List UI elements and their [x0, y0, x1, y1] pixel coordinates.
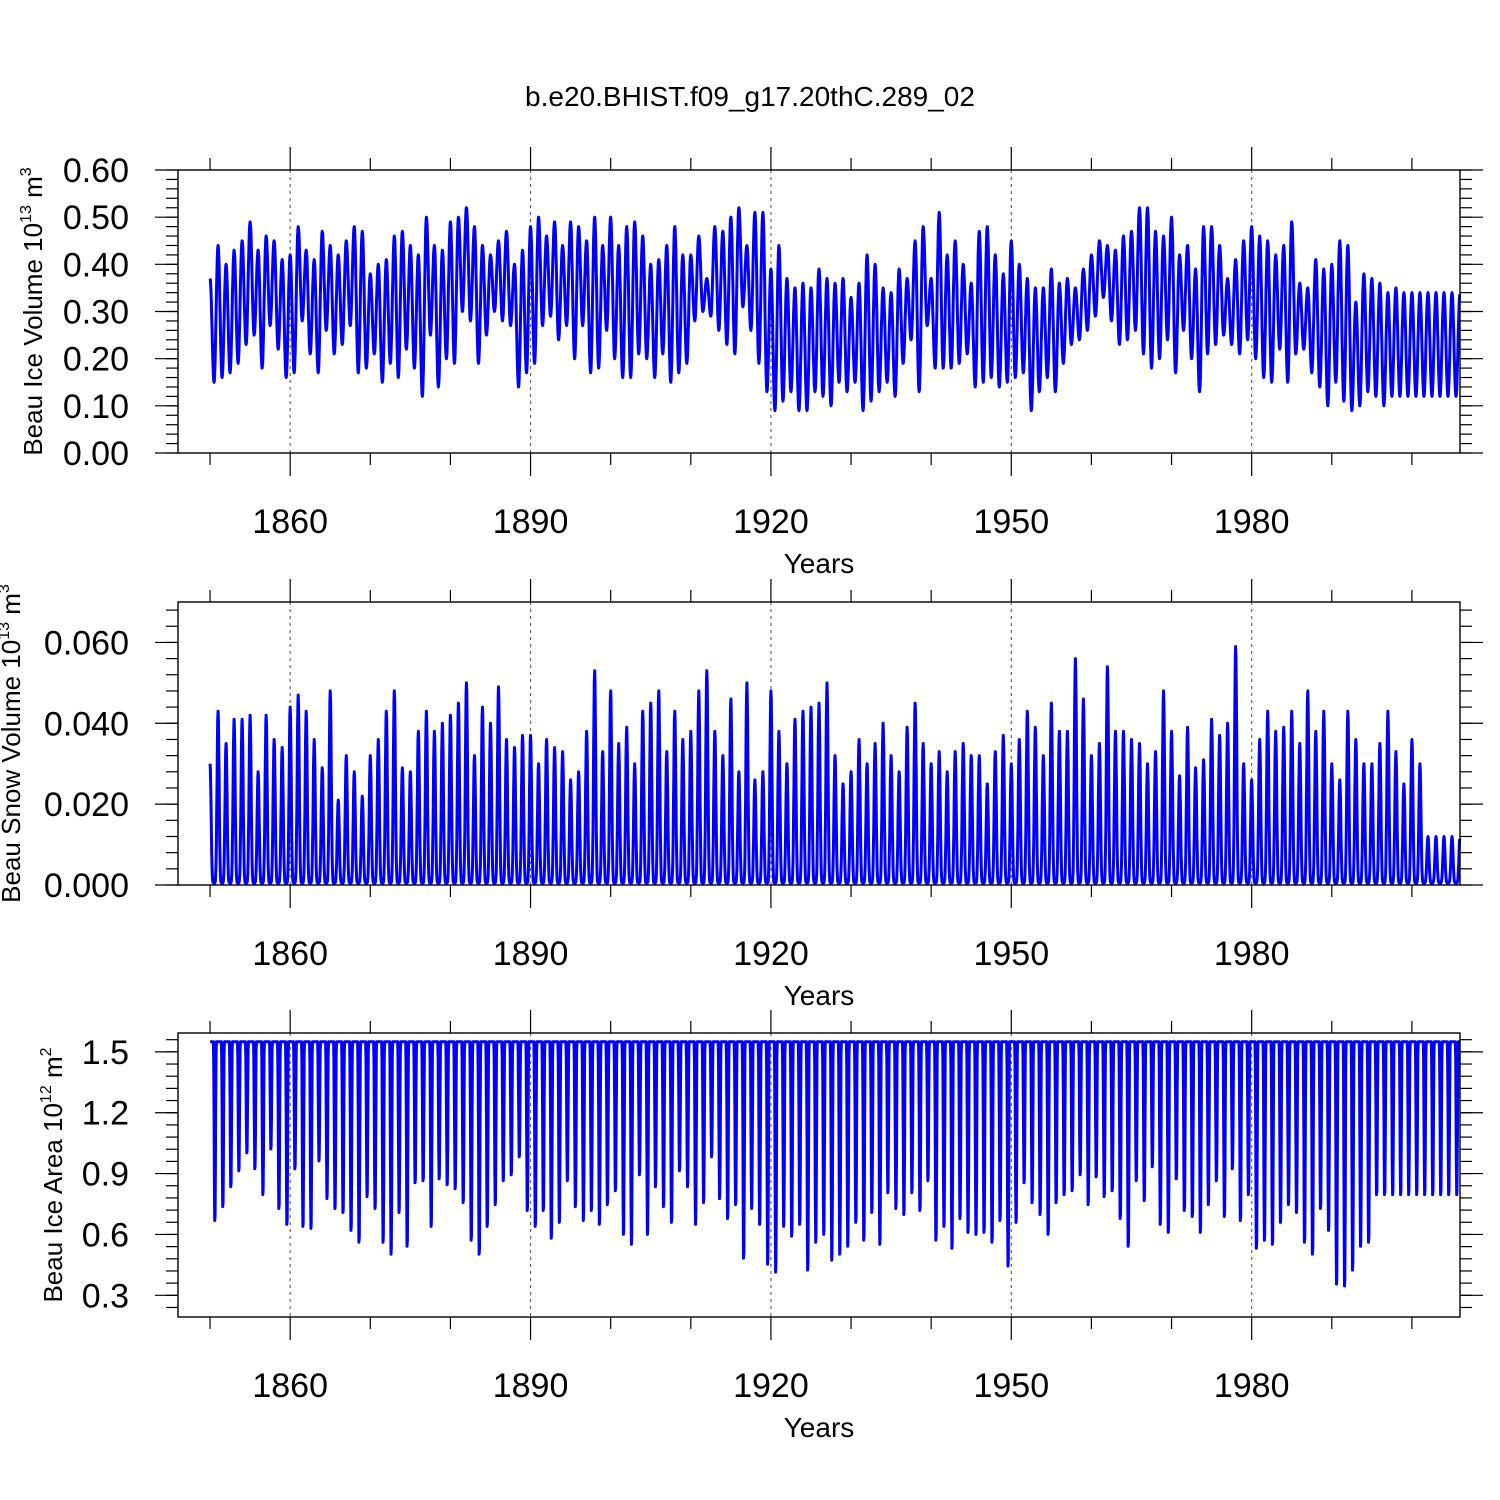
- snow-volume-panel: 0.000 0.020 0.040 0.060 1860 1890 1920 1950 1980…: [0, 579, 1483, 1011]
- ice-volume-x-tick-label: 1920: [733, 503, 809, 541]
- ice-area-y-tick-label: 0.9: [82, 1156, 129, 1194]
- snow-volume-x-tick-label: 1890: [493, 935, 569, 973]
- ice-area-x-tick-label: 1860: [252, 1367, 328, 1405]
- snow-volume-y-tick-label: 0.020: [44, 786, 129, 824]
- ice-volume-y-tick-label: 0.30: [63, 294, 129, 332]
- snow-volume-x-tick-label: 1920: [733, 935, 809, 973]
- ice-volume-plot-frame: [177, 169, 1461, 454]
- ice-volume-y-tick-label: 0.00: [63, 435, 129, 473]
- ice-volume-y-tick-label: 0.10: [63, 388, 129, 426]
- ice-area-panel: 0.3 0.6 0.9 1.2 1.5 1860 1890 1920 1950 1980 Years…: [38, 1010, 1483, 1443]
- ice-volume-y-tick-label: 0.50: [63, 199, 129, 237]
- ice-area-x-tick-label: 1890: [493, 1367, 569, 1405]
- ice-volume-panel: 0.00 0.10 0.20 0.30 0.40 0.50 0.60 1860 1890 1920…: [18, 147, 1483, 579]
- ice-volume-x-tick-label: 1980: [1214, 503, 1290, 541]
- snow-volume-y-tick-label: 0.000: [44, 867, 129, 905]
- snow-volume-y-tick-label: 0.060: [44, 624, 129, 662]
- ice-volume-x-tick-label: 1860: [252, 503, 328, 541]
- ice-volume-x-tick-label: 1950: [973, 503, 1049, 541]
- ice-area-y-tick-label: 1.2: [82, 1095, 129, 1133]
- snow-volume-series-line: [208, 645, 1462, 885]
- ice-area-x-axis-title: Years: [784, 1412, 855, 1443]
- ice-area-y-tick-label: 0.6: [82, 1216, 129, 1254]
- ice-volume-y-axis-title: Beau Ice Volume 1013 m3: [18, 167, 48, 455]
- ice-area-y-tick-label: 0.3: [82, 1277, 129, 1315]
- ice-area-plot-frame: [177, 1032, 1461, 1318]
- ice-volume-y-tick-label: 0.40: [63, 246, 129, 284]
- ice-volume-series-line: [208, 206, 1462, 413]
- ice-area-x-tick-label: 1980: [1214, 1367, 1290, 1405]
- snow-volume-y-tick-label: 0.040: [44, 705, 129, 743]
- ice-area-series-line: [208, 1040, 1461, 1288]
- snow-volume-x-tick-label: 1980: [1214, 935, 1290, 973]
- ice-volume-y-tick-label: 0.60: [63, 152, 129, 190]
- snow-volume-x-tick-label: 1950: [973, 935, 1049, 973]
- ice-area-x-tick-label: 1920: [733, 1367, 809, 1405]
- ice-area-x-tick-label: 1950: [973, 1367, 1049, 1405]
- snow-volume-plot-frame: [177, 601, 1461, 886]
- snow-volume-x-axis-title: Years: [784, 980, 855, 1011]
- ice-area-y-tick-label: 1.5: [82, 1034, 129, 1072]
- ice-volume-x-axis-title: Years: [784, 548, 855, 579]
- snow-volume-y-axis-title: Beau Snow Volume 1013 m3: [0, 584, 26, 903]
- snow-volume-x-tick-label: 1860: [252, 935, 328, 973]
- ice-area-y-axis-title: Beau Ice Area 1012 m2: [38, 1047, 68, 1302]
- figure-title: b.e20.BHIST.f09_g17.20thC.289_02: [525, 81, 975, 112]
- ice-volume-x-tick-label: 1890: [493, 503, 569, 541]
- ice-volume-y-tick-label: 0.20: [63, 341, 129, 379]
